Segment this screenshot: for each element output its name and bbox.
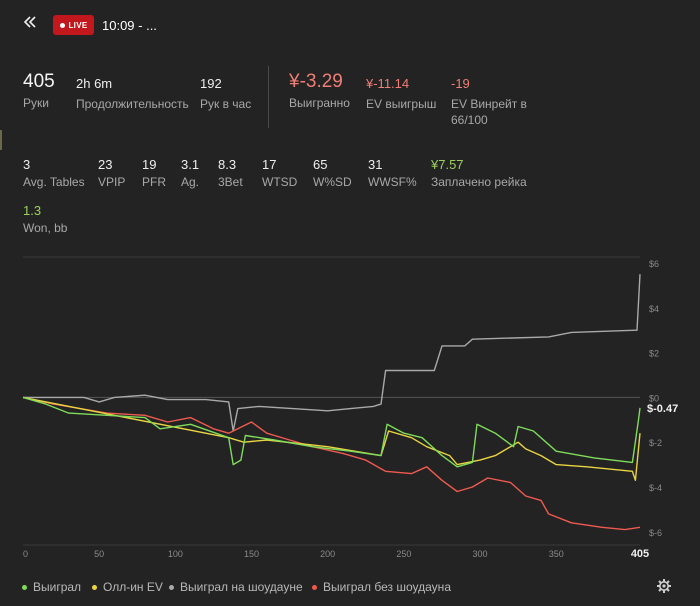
y-tick-label: $0 — [649, 393, 659, 403]
stat-label: W%SD — [313, 175, 352, 189]
stat-3bet: 8.3 3Bet — [218, 157, 243, 190]
stats-divider — [268, 66, 269, 128]
legend-item-showdown[interactable]: Выиграл на шоудауне — [169, 580, 303, 594]
stat-ev-won: ¥-11.14 EV выигрыш — [366, 76, 436, 112]
stat-label: Avg. Tables — [23, 175, 85, 189]
legend-label: Выиграл на шоудауне — [180, 580, 303, 594]
stat-value: 23 — [98, 157, 113, 172]
stat-value: 31 — [368, 157, 383, 172]
edge-marker — [0, 130, 2, 150]
series-line-non_showdown — [22, 396, 641, 531]
legend-item-non-showdown[interactable]: Выиграл без шоудауна — [312, 580, 451, 594]
stat-won: ¥-3.29 Выигранно — [289, 71, 350, 111]
stat-value: ¥7.57 — [431, 157, 464, 172]
series-line-allin_ev — [22, 396, 641, 481]
back-button[interactable] — [20, 12, 40, 32]
stat-value: 3.1 — [181, 157, 200, 172]
stat-label: VPIP — [98, 175, 126, 189]
stat-value: ¥-3.29 — [289, 71, 343, 92]
legend-label: Выиграл без шоудауна — [323, 580, 451, 594]
x-tick-label: 50 — [94, 549, 104, 559]
live-label: LIVE — [68, 20, 88, 30]
series-line-won — [22, 396, 641, 468]
x-tick-label: 0 — [23, 549, 28, 559]
x-tick-label: 100 — [168, 549, 183, 559]
stat-label: Выигранно — [289, 96, 350, 110]
stat-value: 2h 6m — [76, 76, 113, 91]
stat-value: 8.3 — [218, 157, 237, 172]
stat-hands: 405 Руки — [23, 71, 55, 111]
stat-label: Ag. — [181, 175, 200, 189]
stat-value: 192 — [200, 76, 222, 91]
stat-wwsf: 31 WWSF% — [368, 157, 417, 190]
stat-label: Руки — [23, 96, 49, 110]
double-chevron-left-icon — [23, 16, 36, 28]
stat-avg-tables: 3 Avg. Tables — [23, 157, 85, 190]
x-tick-label: 350 — [549, 549, 564, 559]
stat-label: Won, bb — [23, 221, 68, 235]
live-badge: LIVE — [53, 15, 94, 35]
x-tick-label: 405 — [631, 548, 649, 560]
stat-rake-paid: ¥7.57 Заплачено рейка — [431, 157, 527, 190]
series-line-showdown — [23, 274, 641, 432]
stat-label: WWSF% — [368, 175, 417, 189]
legend-item-allin-ev[interactable]: Олл-ин EV — [92, 580, 163, 594]
top-bar: LIVE 10:09 - ... — [0, 0, 700, 50]
stat-label: Рук в час — [200, 97, 252, 111]
stat-value: 17 — [262, 157, 277, 172]
stat-label: EV выигрыш — [366, 97, 437, 111]
stat-value: 3 — [23, 157, 31, 172]
stat-wsd: 65 W%SD — [313, 157, 352, 190]
x-tick-label: 150 — [244, 549, 259, 559]
legend-dot-icon — [92, 584, 97, 590]
y-tick-label: $6 — [649, 259, 659, 269]
stat-pfr: 19 PFR — [142, 157, 166, 190]
stat-label: EV Винрейт в — [451, 97, 527, 111]
chart-legend: Выиграл Олл-ин EV Выиграл на шоудауне Вы… — [0, 578, 700, 598]
results-chart: $6 $4 $2 $0 $-2 $-4 $-6 0 50 100 150 200 250 300 350 40… — [0, 253, 700, 563]
legend-dot-icon — [312, 584, 317, 590]
session-title: 10:09 - ... — [102, 18, 157, 33]
stat-ev-winrate: -19 EV Винрейт в 66/100 — [451, 76, 527, 128]
y-tick-label: $-4 — [649, 483, 662, 493]
stat-value: 65 — [313, 157, 328, 172]
x-tick-label: 200 — [320, 549, 335, 559]
legend-dot-icon — [169, 584, 174, 590]
end-value-label: $-0.47 — [647, 403, 678, 415]
stat-value: -19 — [451, 76, 470, 91]
results-chart-svg: $6 $4 $2 $0 $-2 $-4 $-6 0 50 100 150 200 250 300 350 40… — [22, 256, 678, 560]
settings-button[interactable] — [656, 578, 672, 594]
stat-label: 3Bet — [218, 175, 243, 189]
stat-label: PFR — [142, 175, 166, 189]
stat-value: 19 — [142, 157, 157, 172]
stat-wtsd: 17 WTSD — [262, 157, 297, 190]
legend-label: Олл-ин EV — [103, 580, 163, 594]
y-tick-label: $4 — [649, 304, 659, 314]
legend-dot-icon — [22, 584, 27, 590]
x-tick-label: 250 — [396, 549, 411, 559]
stat-aggression: 3.1 Ag. — [181, 157, 199, 190]
live-dot-icon — [59, 22, 65, 28]
stat-label: Продолжительность — [76, 97, 189, 111]
stat-value: 1.3 — [23, 203, 42, 218]
stat-label: Заплачено рейка — [431, 175, 527, 189]
stat-label: WTSD — [262, 175, 298, 189]
gear-icon — [657, 579, 671, 593]
stat-label-line2: 66/100 — [451, 113, 488, 127]
legend-item-won[interactable]: Выиграл — [22, 580, 81, 594]
x-tick-label: 300 — [473, 549, 488, 559]
y-tick-label: $2 — [649, 349, 659, 359]
stat-vpip: 23 VPIP — [98, 157, 125, 190]
stat-value: ¥-11.14 — [366, 76, 410, 91]
stat-duration: 2h 6m Продолжительность — [76, 76, 189, 112]
stat-won-bb: 1.3 Won, bb — [23, 203, 67, 236]
y-tick-label: $-6 — [649, 528, 662, 538]
y-tick-label: $-2 — [649, 438, 662, 448]
stat-hands-per-hour: 192 Рук в час — [200, 76, 251, 112]
legend-label: Выиграл — [33, 580, 82, 594]
stat-value: 405 — [23, 71, 55, 92]
